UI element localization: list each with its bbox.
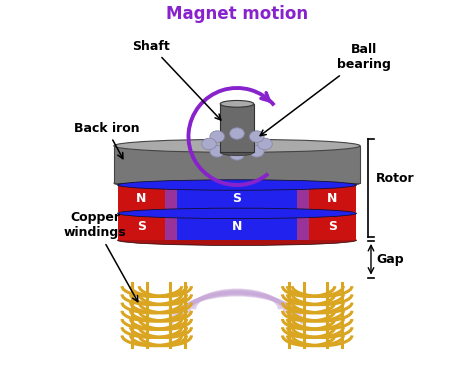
Ellipse shape	[118, 235, 356, 246]
Ellipse shape	[258, 138, 272, 150]
Text: Rotor: Rotor	[376, 172, 415, 185]
Text: Shaft: Shaft	[132, 40, 221, 120]
Text: S: S	[137, 220, 146, 233]
Bar	[177, 213, 297, 240]
Ellipse shape	[220, 100, 254, 107]
Bar	[118, 213, 165, 240]
Bar	[297, 185, 309, 212]
Ellipse shape	[118, 208, 356, 218]
Ellipse shape	[249, 146, 264, 157]
Bar	[177, 185, 297, 212]
Text: S: S	[328, 220, 337, 233]
Ellipse shape	[210, 131, 225, 143]
Text: Ball
bearing: Ball bearing	[260, 43, 391, 136]
Ellipse shape	[230, 149, 244, 160]
Ellipse shape	[118, 180, 356, 190]
Ellipse shape	[114, 177, 360, 190]
Bar	[165, 213, 177, 240]
Text: N: N	[328, 192, 338, 205]
Text: N: N	[232, 220, 242, 233]
Ellipse shape	[202, 138, 216, 150]
Text: Copper
windings: Copper windings	[64, 211, 138, 302]
Text: Gap: Gap	[376, 253, 404, 266]
Bar	[118, 185, 165, 212]
Ellipse shape	[230, 128, 244, 139]
Text: N: N	[136, 192, 146, 205]
Ellipse shape	[210, 146, 225, 157]
Bar	[309, 213, 356, 240]
Text: Back iron: Back iron	[73, 122, 139, 159]
Text: Magnet motion: Magnet motion	[166, 5, 308, 23]
Bar	[297, 213, 309, 240]
Text: S: S	[233, 192, 241, 205]
Ellipse shape	[220, 149, 254, 156]
Bar	[220, 104, 254, 152]
Bar	[114, 146, 360, 183]
Ellipse shape	[249, 131, 264, 143]
Bar	[165, 185, 177, 212]
Ellipse shape	[114, 139, 360, 152]
Bar	[309, 185, 356, 212]
